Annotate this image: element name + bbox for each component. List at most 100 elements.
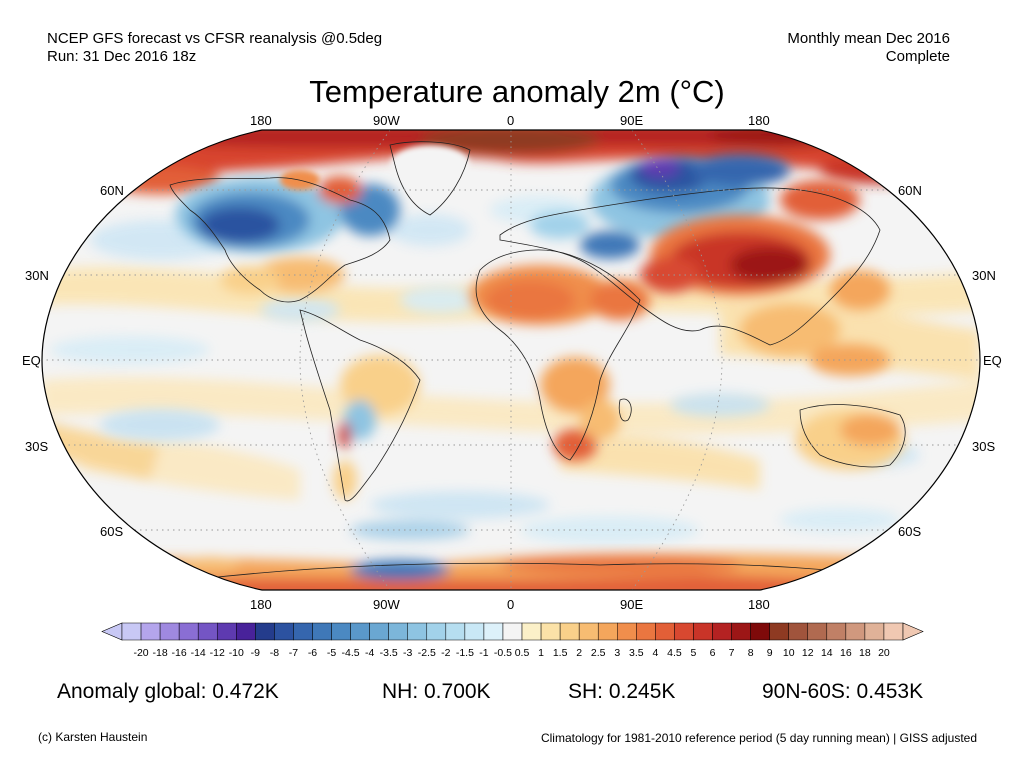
colorbar-box — [445, 622, 466, 641]
colorbar-box — [216, 622, 237, 641]
lat-label-left-60n: 60N — [100, 183, 124, 198]
completeness-label: Complete — [885, 48, 950, 65]
colorbar-box — [845, 622, 866, 641]
lon-label-top-180w: 180 — [250, 113, 272, 128]
colorbar-box — [578, 622, 599, 641]
colorbar-tick-labels: -20 -18 -16 -14 -12 -10 -9 -8 -7 -6 -5 -4.5 -4 -3.5 -3… — [133, 647, 889, 659]
colorbar-tick-label: -1 — [479, 647, 488, 659]
colorbar-tick-label: -16 — [172, 647, 187, 659]
colorbar-tick-label: -6 — [308, 647, 317, 659]
colorbar-box — [426, 622, 447, 641]
colorbar-box — [636, 622, 656, 641]
colorbar-tick-label: 2 — [576, 647, 582, 659]
colorbar-box — [312, 622, 332, 641]
colorbar-box — [483, 622, 504, 641]
colorbar-box — [883, 622, 904, 641]
colorbar-box — [464, 622, 485, 641]
colorbar-tick-label: -7 — [289, 647, 298, 659]
colorbar-box — [140, 622, 161, 641]
anomaly-map — [41, 129, 981, 591]
colorbar-box — [807, 622, 828, 641]
colorbar-box — [388, 622, 408, 641]
colorbar-tick-label: 18 — [859, 647, 871, 659]
colorbar-tick-label: -0.5 — [494, 647, 512, 659]
climatology-note: Climatology for 1981-2010 reference peri… — [540, 731, 977, 745]
lon-label-bottom-0: 0 — [507, 597, 515, 612]
colorbar-box — [236, 622, 256, 641]
colorbar-box — [502, 622, 523, 641]
colorbar-box — [674, 622, 694, 641]
lon-label-top-180e: 180 — [748, 113, 770, 128]
colorbar-max-arrow — [902, 622, 924, 641]
lat-label-right-30n: 30N — [972, 268, 996, 283]
colorbar-tick-label: 0.5 — [515, 647, 530, 659]
colorbar-tick-label: -18 — [153, 647, 168, 659]
lon-label-top-90e: 90E — [620, 113, 644, 128]
colorbar-box — [712, 622, 732, 641]
colorbar-tick-label: 8 — [748, 647, 754, 659]
colorbar-box — [350, 622, 370, 641]
colorbar-tick-label: -12 — [210, 647, 225, 659]
lat-label-left-eq: EQ — [22, 353, 41, 368]
anomaly-nh: NH: 0.700K — [382, 680, 491, 703]
lat-label-left-60s: 60S — [100, 524, 124, 539]
colorbar-box — [521, 622, 542, 641]
colorbar-box — [121, 622, 142, 641]
colorbar-box — [540, 622, 561, 641]
run-time: Run: 31 Dec 2016 18z — [47, 48, 197, 65]
colorbar-box — [178, 622, 199, 641]
lon-label-bottom-180w: 180 — [250, 597, 272, 612]
anomaly-sh: SH: 0.245K — [568, 680, 676, 703]
colorbar-box — [864, 622, 885, 641]
colorbar-tick-label: 7 — [729, 647, 735, 659]
colorbar-tick-label: -5 — [327, 647, 336, 659]
colorbar-box — [731, 622, 751, 641]
colorbar-min-arrow — [101, 622, 123, 641]
graticule — [42, 130, 980, 590]
map-field — [42, 130, 980, 590]
colorbar-tick-label: 9 — [767, 647, 773, 659]
colorbar-tick-label: -1.5 — [456, 647, 474, 659]
colorbar-tick-label: 4 — [652, 647, 658, 659]
colorbar-tick-label: -4 — [365, 647, 374, 659]
colorbar-tick-label: 20 — [878, 647, 890, 659]
colorbar-box — [407, 622, 428, 641]
lat-label-right-eq: EQ — [983, 353, 1002, 368]
colorbar-box — [750, 622, 770, 641]
colorbar-box — [693, 622, 713, 641]
lon-label-bottom-90e: 90E — [620, 597, 644, 612]
period-label: Monthly mean Dec 2016 — [787, 30, 950, 47]
colorbar-box — [826, 622, 847, 641]
colorbar-tick-label: -10 — [229, 647, 244, 659]
copyright: (c) Karsten Haustein — [38, 730, 148, 744]
colorbar-box — [293, 622, 313, 641]
colorbar-box — [159, 622, 180, 641]
colorbar-tick-label: -3.5 — [380, 647, 398, 659]
colorbar-box — [769, 622, 789, 641]
colorbar-tick-label: 1 — [538, 647, 544, 659]
colorbar-box — [197, 622, 218, 641]
colorbar-tick-label: 16 — [840, 647, 852, 659]
colorbar-box — [331, 622, 351, 641]
colorbar-tick-label: -14 — [191, 647, 206, 659]
anomaly-90n-60s: 90N-60S: 0.453K — [762, 680, 924, 703]
colorbar-tick-label: 14 — [821, 647, 833, 659]
colorbar-box — [597, 622, 618, 641]
colorbar-tick-label: 4.5 — [667, 647, 682, 659]
lat-label-right-60n: 60N — [898, 183, 922, 198]
colorbar-tick-label: -8 — [270, 647, 279, 659]
lat-label-right-60s: 60S — [898, 524, 922, 539]
colorbar-box — [617, 622, 637, 641]
colorbar-tick-label: -3 — [403, 647, 412, 659]
lon-label-bottom-180e: 180 — [748, 597, 770, 612]
colorbar-box — [274, 622, 294, 641]
lat-label-left-30s: 30S — [25, 439, 49, 454]
anomaly-global: Anomaly global: 0.472K — [57, 680, 279, 703]
colorbar-boxes — [101, 622, 924, 641]
lon-label-bottom-90w: 90W — [373, 597, 400, 612]
colorbar-tick-label: -20 — [133, 647, 148, 659]
colorbar-tick-label: 3.5 — [629, 647, 644, 659]
colorbar-box — [559, 622, 580, 641]
colorbar-tick-label: 10 — [783, 647, 795, 659]
colorbar-tick-label: 5 — [691, 647, 697, 659]
